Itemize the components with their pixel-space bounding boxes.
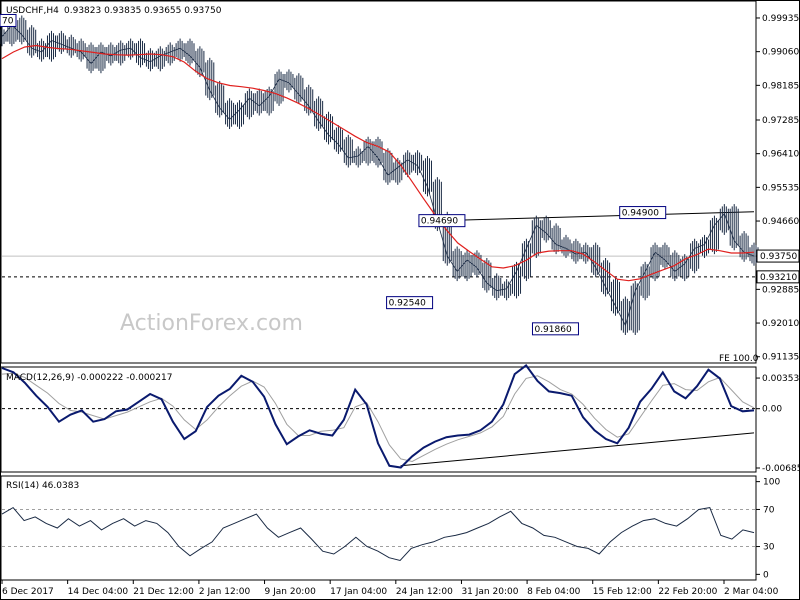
macd-tick-label: 0.00 [762,405,782,415]
time-tick-label: 21 Dec 12:00 [133,587,194,597]
time-tick-label: 8 Feb 04:00 [527,587,581,597]
price-panel-border [0,0,757,364]
price-panel: ActionForex.com 70 0.94690 0.94900 0.92540 0… [0,0,759,364]
price-tick-label: 0.91135 [762,353,799,363]
rsi-panel: RSI(14) 46.0383 [0,475,757,581]
current-price-box [756,249,800,263]
fe-label: FE 100.0 [719,354,759,364]
price-tick-label: 0.98185 [762,81,799,91]
price-series [1,24,755,327]
rsi-tick-label: 70 [763,505,775,515]
level-label: 0.91860 [534,325,571,335]
watermark: ActionForex.com [120,311,303,336]
price-content: 70 0.94690 0.94900 0.92540 0.91860 [0,13,759,336]
macd-content [1,363,756,469]
price-tick-label: 0.97285 [762,116,799,126]
rsi-tick-label: 100 [763,478,780,488]
time-tick-label: 22 Feb 20:00 [658,587,717,597]
macd-panel-border [0,366,757,473]
current-price-label: 0.93750 [760,252,797,262]
macd-tick-label: 0.003538 [762,374,800,384]
support-label: 0.93210 [760,273,797,283]
time-tick-label: 24 Jan 12:00 [396,587,453,597]
time-tick-label: 9 Jan 20:00 [265,587,317,597]
time-tick-label: 2 Jan 12:00 [199,587,251,597]
price-axis: 0.99935 0.99060 0.98185 0.97285 0.96410 0.955… [756,14,800,363]
moving-average-series [1,44,755,282]
level-label-box [418,214,466,228]
rsi-tick-label: 0 [763,570,769,580]
level-label: 0.94690 [421,217,458,227]
time-tick-label: 15 Feb 12:00 [593,587,652,597]
rsi-axis: 100 70 30 0 [756,478,780,580]
macd-axis: 0.003538 0.00 -0.006853 [756,374,800,474]
ohlc-values: 0.93823 0.93835 0.93655 0.93750 [64,6,222,16]
price-grid [2,255,756,278]
macd-panel: MACD(12,26,9) -0.000222 -0.000217 [0,363,757,473]
macd-signal-series [1,372,755,463]
time-tick-label: 14 Dec 04:00 [68,587,129,597]
rsi-tick-label: 30 [763,543,775,553]
price-tick-label: 0.96410 [762,150,799,160]
time-tick-label: 31 Jan 20:00 [461,587,518,597]
price-tick-label: 0.92885 [762,285,799,295]
rsi-series [1,506,755,562]
level-label-box [0,13,17,27]
level-label-box [531,322,579,336]
level-label: 0.94900 [622,209,659,219]
price-tick-label: 0.92010 [762,319,799,329]
support-box [756,270,800,284]
time-tick-label: 17 Jan 04:00 [330,587,387,597]
time-tick-label: 6 Dec 2017 [2,587,54,597]
price-tick-label: 0.99935 [762,14,799,24]
rsi-panel-border [0,475,757,581]
level-label-box [386,296,434,310]
macd-trendline [400,432,755,467]
rsi-label: RSI(14) 46.0383 [6,481,79,491]
price-tick-label: 0.95535 [762,183,799,193]
time-axis: 6 Dec 2017 14 Dec 04:00 21 Dec 12:00 2 Jan … [1,580,779,597]
resistance-trendline [441,211,755,222]
level-label: 0.92540 [389,299,426,309]
macd-series [1,363,755,469]
rsi-content [1,506,756,562]
price-tick-label: 0.94660 [762,217,799,227]
macd-tick-label: -0.006853 [762,464,800,474]
symbol-label: USDCHF,H4 [6,6,59,16]
level-label-box [619,206,667,220]
price-tick-label: 0.99060 [762,48,799,58]
macd-label: MACD(12,26,9) -0.000222 -0.000217 [6,373,172,383]
time-tick-label: 2 Mar 04:00 [724,587,779,597]
level-label: 70 [2,16,14,26]
